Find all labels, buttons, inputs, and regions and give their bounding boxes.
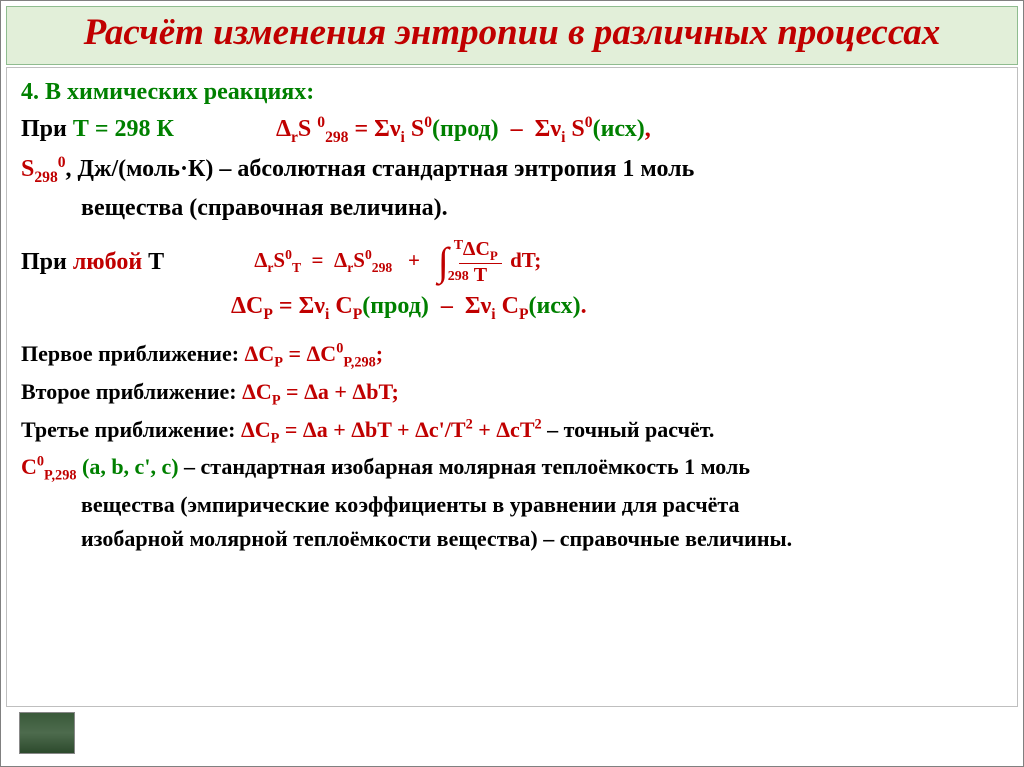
at-prefix-2: При — [21, 249, 73, 275]
approx3-label: Третье приближение: — [21, 417, 241, 442]
eq-delta-cp: ΔCP = Σνi CP(прод) – Σνi CP(исх). — [21, 290, 1003, 325]
integral-icon: T ∫ 298 — [438, 245, 449, 279]
c0p-symbol: C0P,298 — [21, 454, 82, 479]
footer-line3: изобарной молярной теплоёмкости вещества… — [21, 524, 1003, 554]
approx2-eq: ΔCP = Δa + ΔbT; — [242, 379, 399, 404]
approx-2: Второе приближение: ΔCP = Δa + ΔbT; — [21, 377, 1003, 411]
approx1-eq: ΔCP = ΔC0P,298; — [245, 341, 384, 366]
thumbnail-icon — [19, 712, 75, 754]
section-label: В химических реакциях: — [45, 79, 314, 105]
foot-text1: – стандартная изобарная молярная теплоём… — [179, 454, 750, 479]
slide-title: Расчёт изменения энтропии в различных пр… — [15, 13, 1009, 54]
s298-symbol: S2980 — [21, 156, 66, 182]
t-sym: Т — [142, 249, 164, 275]
section-number: 4. — [21, 79, 39, 105]
approx2-label: Второе приближение: — [21, 379, 242, 404]
s298-units: , Дж/(моль·К) – — [66, 156, 238, 182]
section-heading: 4. В химических реакциях: — [21, 76, 1003, 108]
footer-line1: C0P,298 (a, b, c', c) – стандартная изоб… — [21, 452, 1003, 486]
s298-text: абсолютная стандартная энтропия 1 моль — [237, 156, 694, 182]
line-s298-desc: S2980, Дж/(моль·К) – абсолютная стандарт… — [21, 152, 1003, 188]
spacer — [21, 228, 1003, 238]
slide: Расчёт изменения энтропии в различных пр… — [0, 0, 1024, 767]
line-298k: При Т = 298 К ΔrS 0298 = Σνi S0(прод) – … — [21, 112, 1003, 148]
eq-delta-s-T: ΔrS0T = ΔrS0298 + T ∫ 298 ΔCP T dT; — [254, 238, 541, 286]
content-box: 4. В химических реакциях: При Т = 298 К … — [6, 67, 1018, 707]
approx3-eq: ΔCP = Δa + ΔbT + Δc'/T2 + ΔcT2 — [241, 417, 542, 442]
at-prefix: При — [21, 116, 73, 142]
approx1-label: Первое приближение: — [21, 341, 245, 366]
approx-3: Третье приближение: ΔCP = Δa + ΔbT + Δc'… — [21, 415, 1003, 449]
approx3-tail: – точный расчёт. — [542, 417, 715, 442]
condition-298: Т = 298 К — [73, 116, 174, 142]
line-s298-cont: вещества (справочная величина). — [21, 192, 1003, 224]
eq-delta-s-298: ΔrS 0298 = Σνi S0(прод) – Σνi S0(исх), — [276, 116, 651, 142]
line-anyT: При любой Т ΔrS0T = ΔrS0298 + T ∫ 298 ΔC… — [21, 238, 1003, 286]
title-box: Расчёт изменения энтропии в различных пр… — [6, 6, 1018, 65]
footer-line2: вещества (эмпирические коэффициенты в ур… — [21, 490, 1003, 520]
abc-paren: (a, b, c', c) — [82, 454, 179, 479]
approx-1: Первое приближение: ΔCP = ΔC0P,298; — [21, 339, 1003, 373]
spacer-2 — [21, 329, 1003, 339]
condition-any: любой — [73, 249, 142, 275]
